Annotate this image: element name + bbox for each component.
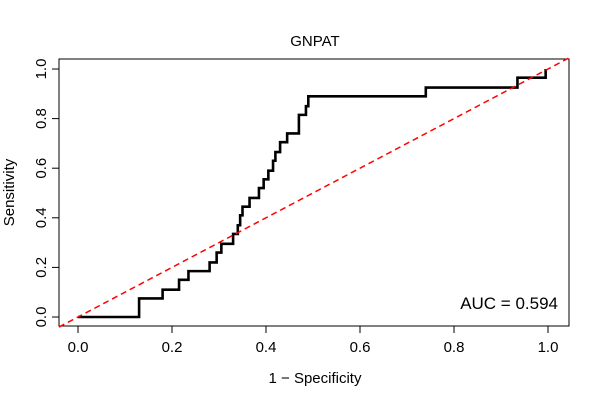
y-tick-label: 0.0 [33, 307, 50, 328]
x-tick-label: 0.0 [68, 339, 89, 356]
x-tick-label: 1.0 [538, 339, 559, 356]
y-tick-label: 0.6 [33, 158, 50, 179]
y-axis-label: Sensitivity [1, 158, 18, 226]
y-tick-label: 0.4 [33, 207, 50, 228]
chart-title: GNPAT [290, 33, 339, 50]
x-tick-label: 0.6 [350, 339, 371, 356]
reference-diagonal-line [58, 57, 570, 328]
x-tick-label: 0.8 [444, 339, 465, 356]
auc-annotation: AUC = 0.594 [460, 294, 558, 313]
x-axis-label: 1 − Specificity [269, 370, 362, 387]
x-tick-label: 0.4 [256, 339, 277, 356]
roc-curve [78, 69, 547, 319]
y-tick-label: 1.0 [33, 59, 50, 80]
y-tick-label: 0.2 [33, 257, 50, 278]
plot-frame [58, 58, 570, 327]
series-layer [58, 57, 570, 328]
y-axis: 0.0 0.2 0.4 0.6 0.8 1.0 [33, 59, 60, 328]
x-axis: 0.0 0.2 0.4 0.6 0.8 1.0 [68, 325, 559, 356]
y-tick-label: 0.8 [33, 108, 50, 129]
x-tick-label: 0.2 [162, 339, 183, 356]
